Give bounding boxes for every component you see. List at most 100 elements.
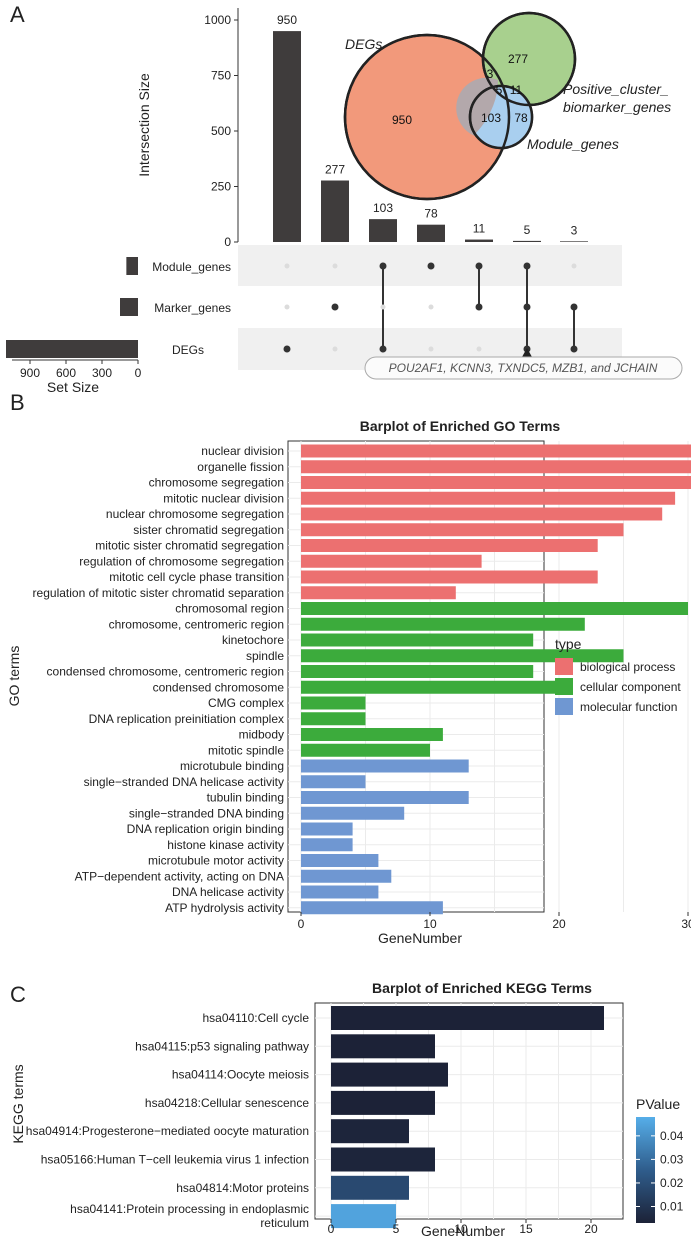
venn-label-module: Module_genes <box>527 136 619 152</box>
go-legend: type biological process cellular compone… <box>555 636 681 715</box>
upset-dot-active <box>570 303 578 311</box>
upset-bar <box>513 240 541 242</box>
go-category-label: nuclear chromosome segregation <box>106 507 284 521</box>
kegg-bar <box>331 1204 396 1229</box>
set-size-bar <box>126 257 138 275</box>
kegg-bar <box>331 1119 409 1144</box>
go-x-tick-label: 30 <box>681 917 691 931</box>
go-category-labels: nuclear division organelle fission chromos… <box>33 444 285 915</box>
venn-count-positive-only: 277 <box>508 52 528 66</box>
set-size-title: Set Size <box>47 379 99 395</box>
kegg-title: Barplot of Enriched KEGG Terms <box>372 980 592 996</box>
pvalue-tick-label: 0.04 <box>660 1129 684 1143</box>
go-bar <box>301 617 585 631</box>
kegg-x-tick-label: 20 <box>584 1222 598 1236</box>
go-category-label: microtubule motor activity <box>148 854 284 868</box>
upset-plot: 0 250 500 750 1000 Intersection Size 950 277 1… <box>6 8 683 395</box>
upset-dot-inactive <box>571 263 577 269</box>
kegg-x-tick-label: 10 <box>454 1222 468 1236</box>
upset-dot-active <box>283 345 291 353</box>
upset-bar-label: 277 <box>325 163 345 177</box>
upset-dot-active <box>427 262 435 270</box>
set-size-bar <box>6 340 138 358</box>
kegg-legend: PValue 0.04 0.03 0.02 0.01 <box>636 1096 684 1223</box>
go-category-label: ATP hydrolysis activity <box>165 901 284 915</box>
venn-label-positive-2: biomarker_genes <box>563 99 671 115</box>
venn-circle-positive-outline <box>481 11 577 107</box>
upset-y-tick-label: 0 <box>224 235 231 249</box>
kegg-category-label: hsa04814:Motor proteins <box>176 1181 309 1195</box>
venn-count-degs-only: 950 <box>392 113 412 127</box>
upset-bar-label: 103 <box>373 201 393 215</box>
upset-dot-inactive <box>380 304 386 310</box>
go-y-axis-title: GO terms <box>6 646 22 707</box>
venn-diagram: 950 277 3 5 11 103 78 DEGs Positive_clus… <box>343 11 671 201</box>
annotation-arrow-head <box>522 348 532 357</box>
go-category-label: DNA replication preinitiation complex <box>89 712 284 726</box>
upset-dot-inactive <box>476 346 482 352</box>
upset-dot-active <box>379 345 387 353</box>
upset-dot-active <box>379 262 387 270</box>
go-bar <box>301 806 405 820</box>
kegg-x-tick-label: 15 <box>519 1222 533 1236</box>
go-category-label: DNA helicase activity <box>172 885 284 899</box>
go-category-label: ATP−dependent activity, acting on DNA <box>75 869 284 883</box>
upset-bar <box>417 224 445 242</box>
legend-swatch-molecular-function <box>555 698 573 715</box>
go-bar <box>301 507 663 521</box>
go-bar <box>301 854 379 867</box>
kegg-category-label: hsa04141:Protein processing in endoplasm… <box>70 1202 309 1216</box>
kegg-category-labels: hsa04110:Cell cycle hsa04115:p53 signalin… <box>26 1011 310 1230</box>
go-category-label: midbody <box>239 728 284 742</box>
kegg-x-tick-label: 0 <box>328 1222 335 1236</box>
venn-circle-module-outline <box>468 84 534 150</box>
upset-bar <box>321 180 349 242</box>
go-bar <box>301 649 624 663</box>
kegg-category-label: hsa05166:Human T−cell leukemia virus 1 i… <box>41 1153 309 1167</box>
upset-set-name: Marker_genes <box>154 301 231 315</box>
kegg-x-ticks: 0 5 10 15 20 <box>328 1219 598 1236</box>
go-category-label: single−stranded DNA binding <box>129 806 284 820</box>
kegg-bar <box>331 1175 409 1200</box>
legend-label-cellular-component: cellular component <box>580 680 681 694</box>
kegg-bar <box>331 1034 435 1059</box>
set-size-tick-label: 900 <box>20 366 40 380</box>
upset-set-size-bars <box>6 257 138 358</box>
go-legend-title: type <box>555 636 582 652</box>
go-category-label: histone kinase activity <box>167 838 284 852</box>
set-size-bar <box>120 298 138 316</box>
go-bar <box>301 680 572 694</box>
upset-bar-label: 78 <box>424 207 438 221</box>
go-bar <box>301 523 624 537</box>
go-bar <box>301 759 469 773</box>
go-x-axis-title: GeneNumber <box>378 930 462 946</box>
upset-dot-active <box>570 345 578 353</box>
go-x-ticks: 0 10 20 30 <box>298 912 691 931</box>
kegg-bar <box>331 1006 604 1030</box>
upset-bar-label: 5 <box>524 223 531 237</box>
go-bar <box>301 665 534 678</box>
upset-dot-active <box>331 303 339 311</box>
go-x-tick-label: 20 <box>552 917 566 931</box>
kegg-bar <box>331 1147 435 1172</box>
annotation-box <box>364 356 683 380</box>
kegg-category-label: reticulum <box>260 1216 309 1230</box>
go-bar <box>301 869 392 883</box>
go-bar <box>301 633 534 647</box>
upset-y-axis-title: Intersection Size <box>136 73 152 177</box>
venn-count-degs-positive: 3 <box>487 67 494 81</box>
kegg-category-label: hsa04114:Oocyte meiosis <box>172 1068 309 1082</box>
go-bar <box>301 460 691 474</box>
kegg-bar <box>331 1090 435 1115</box>
pvalue-tick-label: 0.01 <box>660 1200 684 1214</box>
go-category-label: organelle fission <box>197 460 284 474</box>
go-category-label: chromosome segregation <box>149 476 284 490</box>
upset-y-tick-label: 750 <box>211 69 231 83</box>
upset-bar <box>560 241 588 242</box>
upset-dot-active <box>475 303 483 311</box>
upset-bar <box>465 239 493 242</box>
upset-bar <box>273 31 301 242</box>
kegg-category-label: hsa04914:Progesterone−mediated oocyte ma… <box>26 1124 309 1138</box>
